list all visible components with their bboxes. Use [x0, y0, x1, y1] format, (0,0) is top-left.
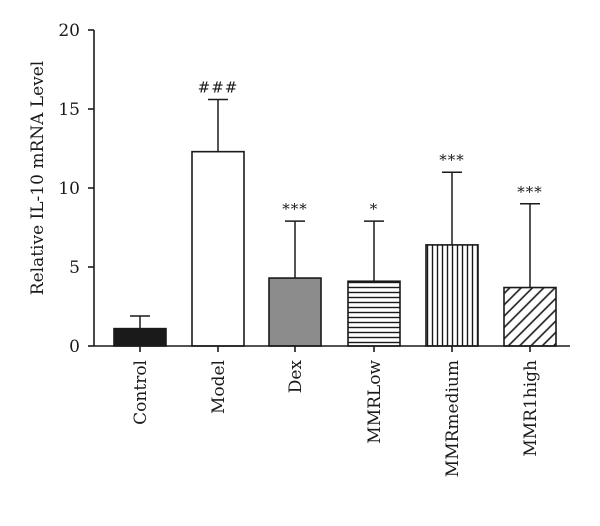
bar-mmrlow [347, 280, 401, 347]
bar-dex [268, 277, 322, 347]
y-axis: 0 5 10 15 20 [58, 21, 95, 357]
y-tick-label: 20 [58, 21, 80, 41]
x-tick-label: Model [209, 360, 229, 414]
y-axis-title: Relative IL-10 mRNA Level [28, 61, 48, 295]
significance-label: *** [439, 151, 465, 169]
x-tick-label: MMRmedium [443, 360, 463, 477]
y-tick-label: 0 [69, 337, 80, 357]
bar-mmr1high [503, 286, 557, 347]
x-tick-label: MMR1high [521, 360, 541, 457]
bar-mmrmedium [425, 244, 479, 347]
y-tick-label: 15 [58, 100, 80, 120]
y-tick-label: 10 [58, 179, 80, 199]
significance-label: * [370, 200, 379, 218]
bar-control [113, 327, 167, 347]
x-tick-label: Dex [286, 360, 306, 394]
bar-model [191, 150, 245, 347]
x-axis: Control Model Dex MMRLow MMRmedium MMR1high [94, 345, 570, 477]
significance-label: *** [517, 183, 543, 201]
significance-label: ### [198, 79, 239, 97]
significance-label: *** [282, 200, 308, 218]
x-tick-label: Control [131, 360, 151, 425]
x-tick-label: MMRLow [365, 360, 385, 444]
plot-area: ###*** ******* [113, 79, 557, 347]
y-tick-label: 5 [69, 258, 80, 278]
